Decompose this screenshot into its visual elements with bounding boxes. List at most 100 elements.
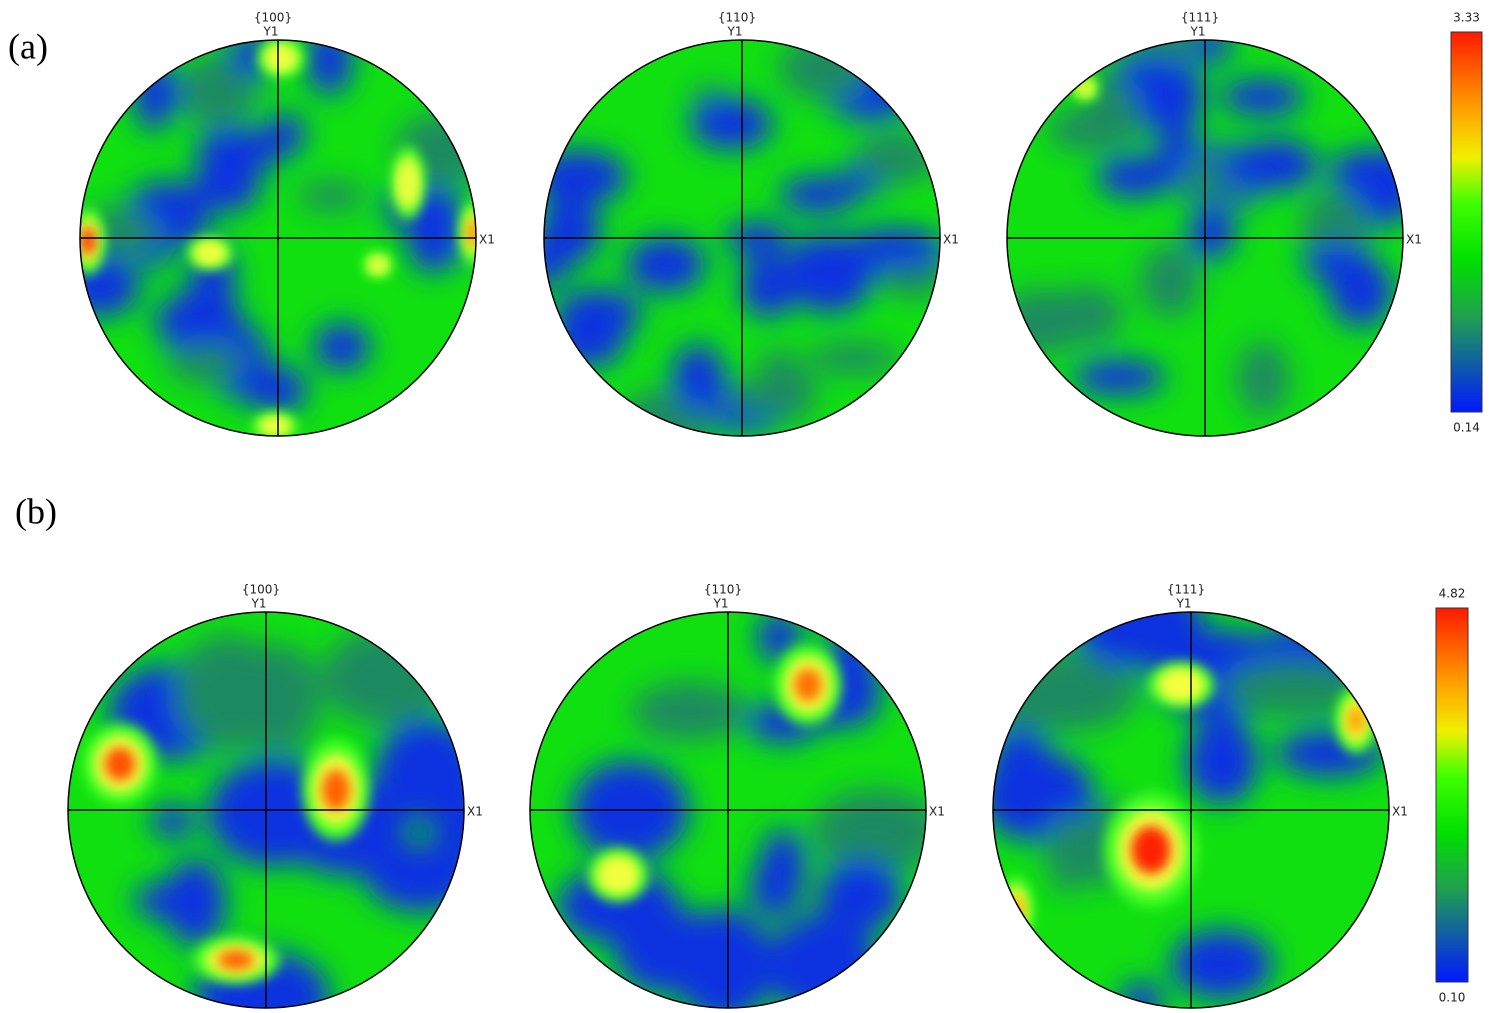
low-density [740, 255, 797, 318]
texture-blobs [80, 40, 476, 413]
low-density [993, 699, 1060, 732]
colorbar-max: 3.33 [1453, 11, 1480, 25]
y-axis-label: Y1 [1176, 597, 1192, 611]
low-density [306, 40, 353, 96]
low-density [167, 342, 245, 385]
core [794, 668, 822, 702]
low-density [1236, 340, 1291, 416]
figure-title: {111} [1167, 583, 1205, 597]
low-density [854, 131, 940, 184]
low-density [1301, 244, 1376, 282]
low-density [1045, 812, 1091, 894]
low-density [614, 906, 718, 994]
low-density [671, 343, 725, 410]
low-density [1117, 58, 1194, 94]
texture-blobs [108, 627, 464, 1008]
hot-spots [587, 644, 842, 903]
x-axis-label: X1 [1392, 805, 1408, 819]
core [1079, 82, 1091, 94]
core [81, 227, 95, 255]
low-density [1046, 109, 1135, 152]
pole-figure [80, 40, 476, 436]
low-density [164, 858, 227, 946]
low-density [807, 342, 901, 375]
low-density [762, 366, 818, 420]
figure-title: {111} [1181, 11, 1219, 25]
core [271, 49, 291, 67]
low-density [149, 804, 196, 839]
rim [1004, 886, 1028, 934]
x-axis-label: X1 [943, 233, 959, 247]
low-density [1187, 209, 1236, 260]
low-density [313, 322, 371, 371]
colorbar [1435, 607, 1469, 983]
low-density [180, 53, 256, 129]
y-axis-label: Y1 [727, 25, 743, 39]
low-density [1139, 244, 1201, 319]
figure-title: {110} [704, 583, 742, 597]
core [265, 420, 285, 432]
hot-spots [82, 723, 370, 984]
low-density [544, 149, 628, 204]
x-axis-label: X1 [1406, 233, 1422, 247]
low-density [246, 366, 308, 413]
low-density [555, 289, 642, 339]
core [1167, 675, 1195, 695]
core [217, 950, 255, 970]
hot-spots [80, 40, 476, 436]
colorbar-min: 0.14 [1453, 421, 1480, 435]
pole-figure [68, 612, 464, 1008]
figure-title: {100} [242, 583, 280, 597]
low-density [1185, 718, 1259, 804]
core [1131, 826, 1171, 874]
low-density [1220, 78, 1306, 116]
low-density [1072, 359, 1166, 396]
low-density [818, 860, 903, 932]
low-density [321, 627, 451, 727]
colorbar [1450, 31, 1483, 413]
low-density [1007, 288, 1085, 355]
low-density [785, 234, 875, 313]
low-density [1170, 929, 1274, 999]
core [401, 167, 415, 199]
pole-figure [544, 40, 940, 436]
figure-title: {110} [718, 11, 756, 25]
low-density [194, 127, 288, 170]
low-density [1328, 148, 1403, 193]
low-density [759, 828, 806, 902]
core [104, 747, 136, 781]
panel-label: (b) [15, 491, 57, 531]
low-density [630, 681, 750, 741]
texture-blobs [1007, 40, 1403, 416]
colorbar-min: 0.10 [1439, 991, 1466, 1005]
x-axis-label: X1 [467, 805, 483, 819]
low-density [1096, 155, 1172, 198]
pole-figure [993, 612, 1389, 1008]
low-density [1221, 659, 1369, 718]
figure-title: {100} [254, 11, 292, 25]
low-density [296, 180, 367, 212]
low-density [133, 56, 175, 132]
panel-label: (a) [8, 26, 48, 66]
core [605, 863, 631, 887]
y-axis-label: Y1 [263, 25, 279, 39]
low-density [625, 236, 706, 293]
y-axis-label: Y1 [251, 597, 267, 611]
low-density [779, 176, 859, 213]
low-density [1071, 612, 1205, 667]
core [200, 246, 220, 260]
y-axis-label: Y1 [713, 597, 729, 611]
low-density [756, 612, 802, 663]
core [1347, 706, 1365, 734]
low-density [236, 643, 321, 755]
low-density [1217, 151, 1301, 190]
core [467, 219, 476, 247]
low-density [812, 788, 926, 876]
core [371, 259, 385, 271]
low-density [778, 40, 874, 101]
core [322, 769, 350, 811]
low-density [689, 98, 773, 150]
x-axis-label: X1 [479, 233, 495, 247]
low-density [80, 255, 140, 318]
